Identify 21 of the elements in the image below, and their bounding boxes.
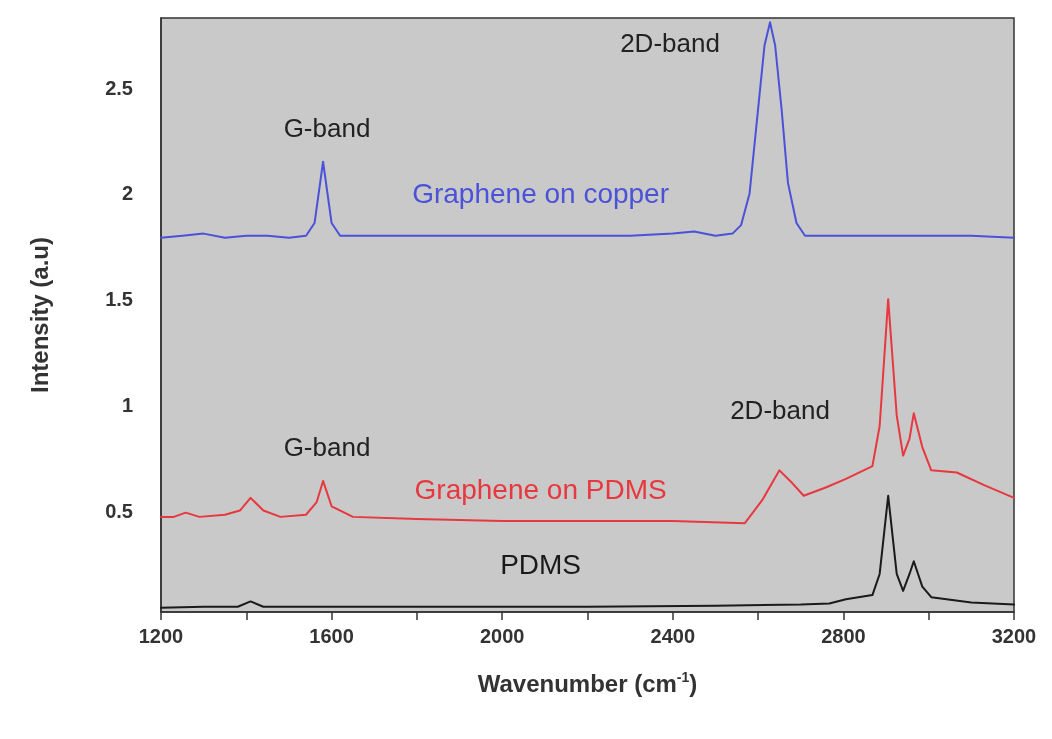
series-label: PDMS xyxy=(500,549,582,581)
annotation: 2D-band xyxy=(730,395,830,425)
x-tick-label: 1600 xyxy=(309,625,354,647)
y-tick-label: 1.5 xyxy=(105,288,133,311)
y-axis-title: Intensity (a.u) xyxy=(25,236,53,394)
y-tick-label: 2.5 xyxy=(105,76,133,99)
y-tick-label: 1 xyxy=(121,393,133,416)
annotation: G-band xyxy=(283,432,371,462)
x-tick-label: 1200 xyxy=(138,625,184,647)
line-series xyxy=(160,298,1015,525)
y-tick-label: 0.5 xyxy=(105,499,133,522)
x-tick-label: 2000 xyxy=(479,625,525,647)
x-tick-label: 3200 xyxy=(991,625,1037,647)
series-label: Graphene on PDMS xyxy=(414,473,667,505)
x-tick-label: 2400 xyxy=(650,625,696,647)
series-label: Graphene on copper xyxy=(412,178,670,210)
annotation: G-band xyxy=(283,113,371,143)
x-tick-label: 2800 xyxy=(821,625,866,647)
y-tick-label: 2 xyxy=(121,182,133,205)
line-series xyxy=(160,21,1015,239)
annotation: 2D-band xyxy=(620,28,720,58)
